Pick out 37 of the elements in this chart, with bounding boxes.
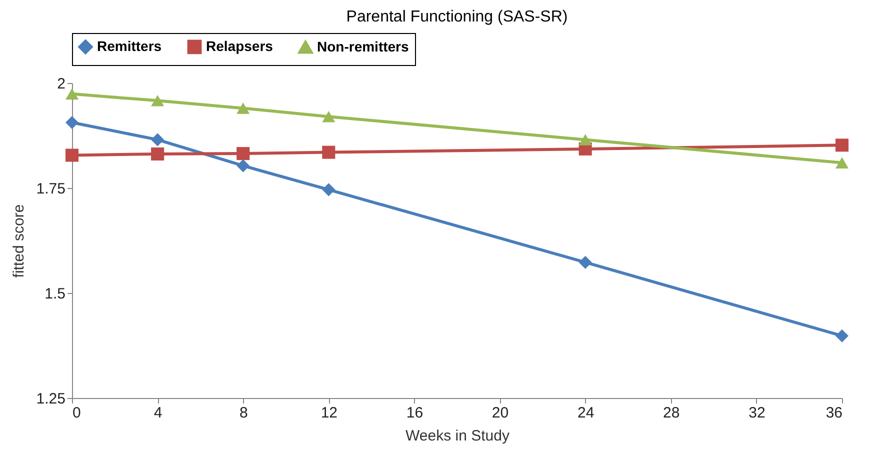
- point: [151, 133, 164, 146]
- y-tick-label: 1.75: [36, 180, 66, 198]
- point: [151, 147, 164, 160]
- legend-label: Remitters: [97, 38, 162, 54]
- point: [322, 183, 336, 196]
- x-tick-label: 32: [748, 404, 766, 422]
- x-tick-label: 20: [492, 404, 509, 422]
- x-tick-label: 8: [239, 404, 248, 422]
- point: [65, 116, 79, 129]
- point: [578, 256, 592, 269]
- point: [322, 110, 336, 122]
- point: [236, 159, 250, 172]
- point: [236, 102, 250, 114]
- x-tick-label: 28: [663, 404, 680, 422]
- x-tick-label: 36: [826, 404, 842, 422]
- point: [151, 94, 164, 106]
- y-tick-label: 2: [57, 76, 66, 92]
- point: [835, 329, 849, 342]
- x-tick-label: 24: [577, 404, 594, 422]
- point: [65, 148, 79, 162]
- x-tick-label: 12: [320, 404, 338, 422]
- x-tick-label: 16: [406, 404, 424, 422]
- legend-label: Relapsers: [206, 38, 274, 54]
- point: [322, 146, 336, 159]
- point: [236, 147, 250, 160]
- x-axis-title: Weeks in Study: [406, 428, 510, 444]
- point: [835, 157, 849, 168]
- point: [65, 88, 79, 100]
- point: [835, 138, 849, 152]
- y-tick-label: 1.5: [44, 286, 66, 302]
- y-axis-title: fitted score: [10, 204, 28, 278]
- y-tick-label: 1.25: [36, 390, 66, 408]
- x-tick-label: 0: [72, 404, 81, 422]
- chart-title: Parental Functioning (SAS-SR): [346, 8, 568, 26]
- x-tick-label: 4: [154, 404, 162, 422]
- point: [578, 134, 592, 146]
- legend-label: Non-remitters: [317, 38, 410, 54]
